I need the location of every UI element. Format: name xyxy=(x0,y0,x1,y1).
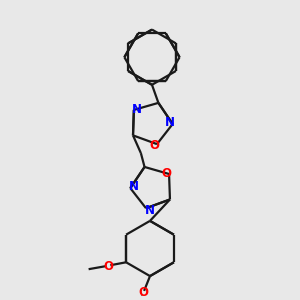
Text: N: N xyxy=(129,180,139,193)
Text: N: N xyxy=(165,116,175,128)
Text: O: O xyxy=(103,260,113,273)
Text: O: O xyxy=(161,167,171,181)
Text: N: N xyxy=(132,103,142,116)
Text: O: O xyxy=(149,139,159,152)
Text: N: N xyxy=(145,204,155,217)
Text: O: O xyxy=(138,286,148,299)
